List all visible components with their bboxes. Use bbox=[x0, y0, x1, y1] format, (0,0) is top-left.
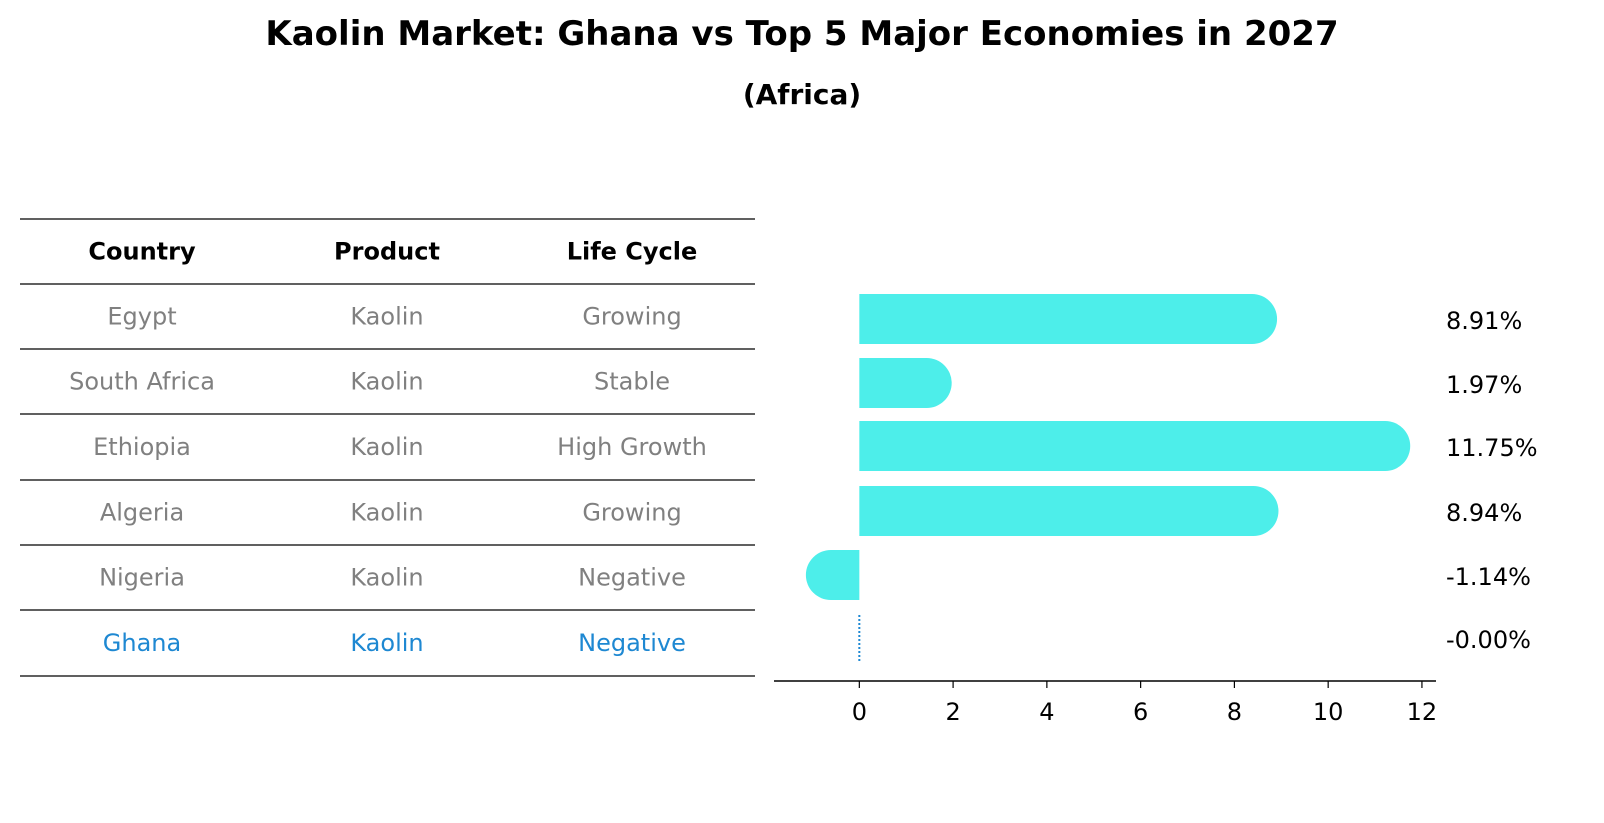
x-tick-label: 8 bbox=[1227, 698, 1242, 726]
table-cell: Ghana bbox=[103, 629, 181, 657]
table-header-cell: Product bbox=[334, 238, 440, 266]
table-header-cell: Life Cycle bbox=[567, 238, 698, 266]
x-tick-label: 12 bbox=[1407, 698, 1438, 726]
x-tick-label: 6 bbox=[1133, 698, 1148, 726]
table-cell: Kaolin bbox=[350, 368, 423, 396]
bar-value-label: 11.75% bbox=[1446, 434, 1538, 462]
table-cell: Stable bbox=[594, 368, 670, 396]
bar-egypt bbox=[859, 294, 1278, 344]
chart-subtitle: (Africa) bbox=[742, 78, 862, 111]
bar-value-label: 1.97% bbox=[1446, 371, 1522, 399]
x-tick-label: 10 bbox=[1313, 698, 1344, 726]
chart-title: Kaolin Market: Ghana vs Top 5 Major Econ… bbox=[265, 14, 1339, 54]
bar-value-label: 8.91% bbox=[1446, 307, 1522, 335]
x-tick-label: 4 bbox=[1039, 698, 1054, 726]
data-table: Country Product Life Cycle Egypt Kaolin Growi… bbox=[20, 218, 755, 677]
table-header-cell: Country bbox=[88, 238, 196, 266]
bar-nigeria bbox=[805, 550, 860, 600]
table-cell: Kaolin bbox=[350, 564, 423, 592]
bar-south-africa bbox=[859, 358, 952, 408]
table-cell: South Africa bbox=[69, 368, 215, 396]
table-cell: Ethiopia bbox=[93, 433, 191, 461]
table-cell: High Growth bbox=[557, 433, 707, 461]
table-cell: Kaolin bbox=[350, 433, 423, 461]
table-cell: Kaolin bbox=[350, 303, 423, 331]
table-cell: Kaolin bbox=[350, 629, 423, 657]
table-cell: Growing bbox=[582, 499, 681, 527]
bar-value-label: -1.14% bbox=[1446, 563, 1531, 591]
table-cell: Nigeria bbox=[99, 564, 185, 592]
bar-chart: 8.91% 1.97% 11.75% 8.94% -1.14% -0.00% 0 2 4 6 8 10… bbox=[774, 294, 1538, 726]
bar-value-label: 8.94% bbox=[1446, 499, 1522, 527]
bar-ethiopia bbox=[859, 421, 1411, 471]
bar-value-label: -0.00% bbox=[1446, 626, 1531, 654]
table-cell: Negative bbox=[578, 564, 686, 592]
table-cell: Algeria bbox=[100, 499, 184, 527]
table-cell: Egypt bbox=[107, 303, 176, 331]
table-cell: Negative bbox=[578, 629, 686, 657]
bar-algeria bbox=[859, 486, 1279, 536]
x-tick-label: 2 bbox=[945, 698, 960, 726]
table-cell: Growing bbox=[582, 303, 681, 331]
x-tick-label: 0 bbox=[852, 698, 867, 726]
table-cell: Kaolin bbox=[350, 499, 423, 527]
